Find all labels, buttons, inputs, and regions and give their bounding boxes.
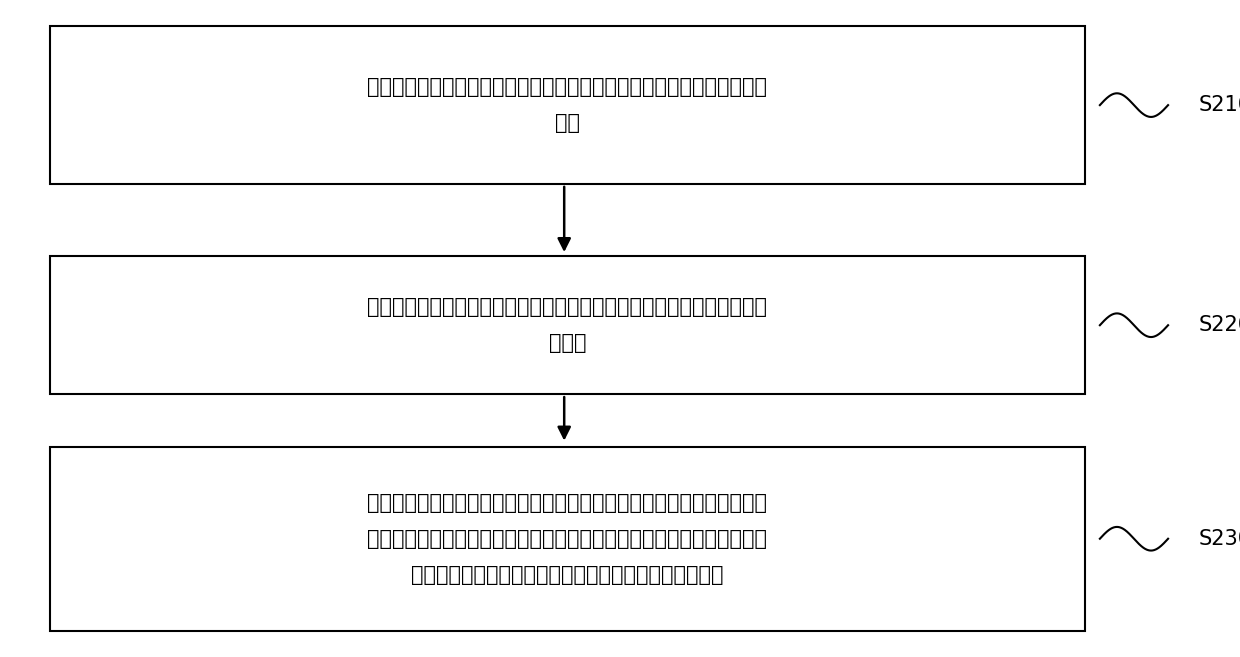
Text: 根据车门驱动电机上的霍尔传感器信号确定地铁车门是否关门到位或者开: 根据车门驱动电机上的霍尔传感器信号确定地铁车门是否关门到位或者开 <box>367 297 768 317</box>
Text: 获取车门驱动电机的车门驱动电机的电流和车门驱动电机上的霍尔传感器: 获取车门驱动电机的车门驱动电机的电流和车门驱动电机上的霍尔传感器 <box>367 77 768 97</box>
Text: S230: S230 <box>1199 529 1240 549</box>
Bar <box>50 26 1085 184</box>
Bar <box>50 256 1085 394</box>
Text: S210: S210 <box>1199 95 1240 115</box>
Text: 信号: 信号 <box>554 113 580 133</box>
Bar <box>50 447 1085 631</box>
Text: 的距离未达到第一预设距离，则确定地铁车门遇到障碍物: 的距离未达到第一预设距离，则确定地铁车门遇到障碍物 <box>410 565 724 585</box>
Text: 在地铁车门未关门到位并且未开门到位时，如果车门驱动电机的电流超过: 在地铁车门未关门到位并且未开门到位时，如果车门驱动电机的电流超过 <box>367 493 768 512</box>
Text: 第一预设电流；且，在第一预设时间内，车门驱动电机驱动地铁车门运行: 第一预设电流；且，在第一预设时间内，车门驱动电机驱动地铁车门运行 <box>367 529 768 549</box>
Text: 门到位: 门到位 <box>548 333 587 353</box>
Text: S220: S220 <box>1199 315 1240 335</box>
